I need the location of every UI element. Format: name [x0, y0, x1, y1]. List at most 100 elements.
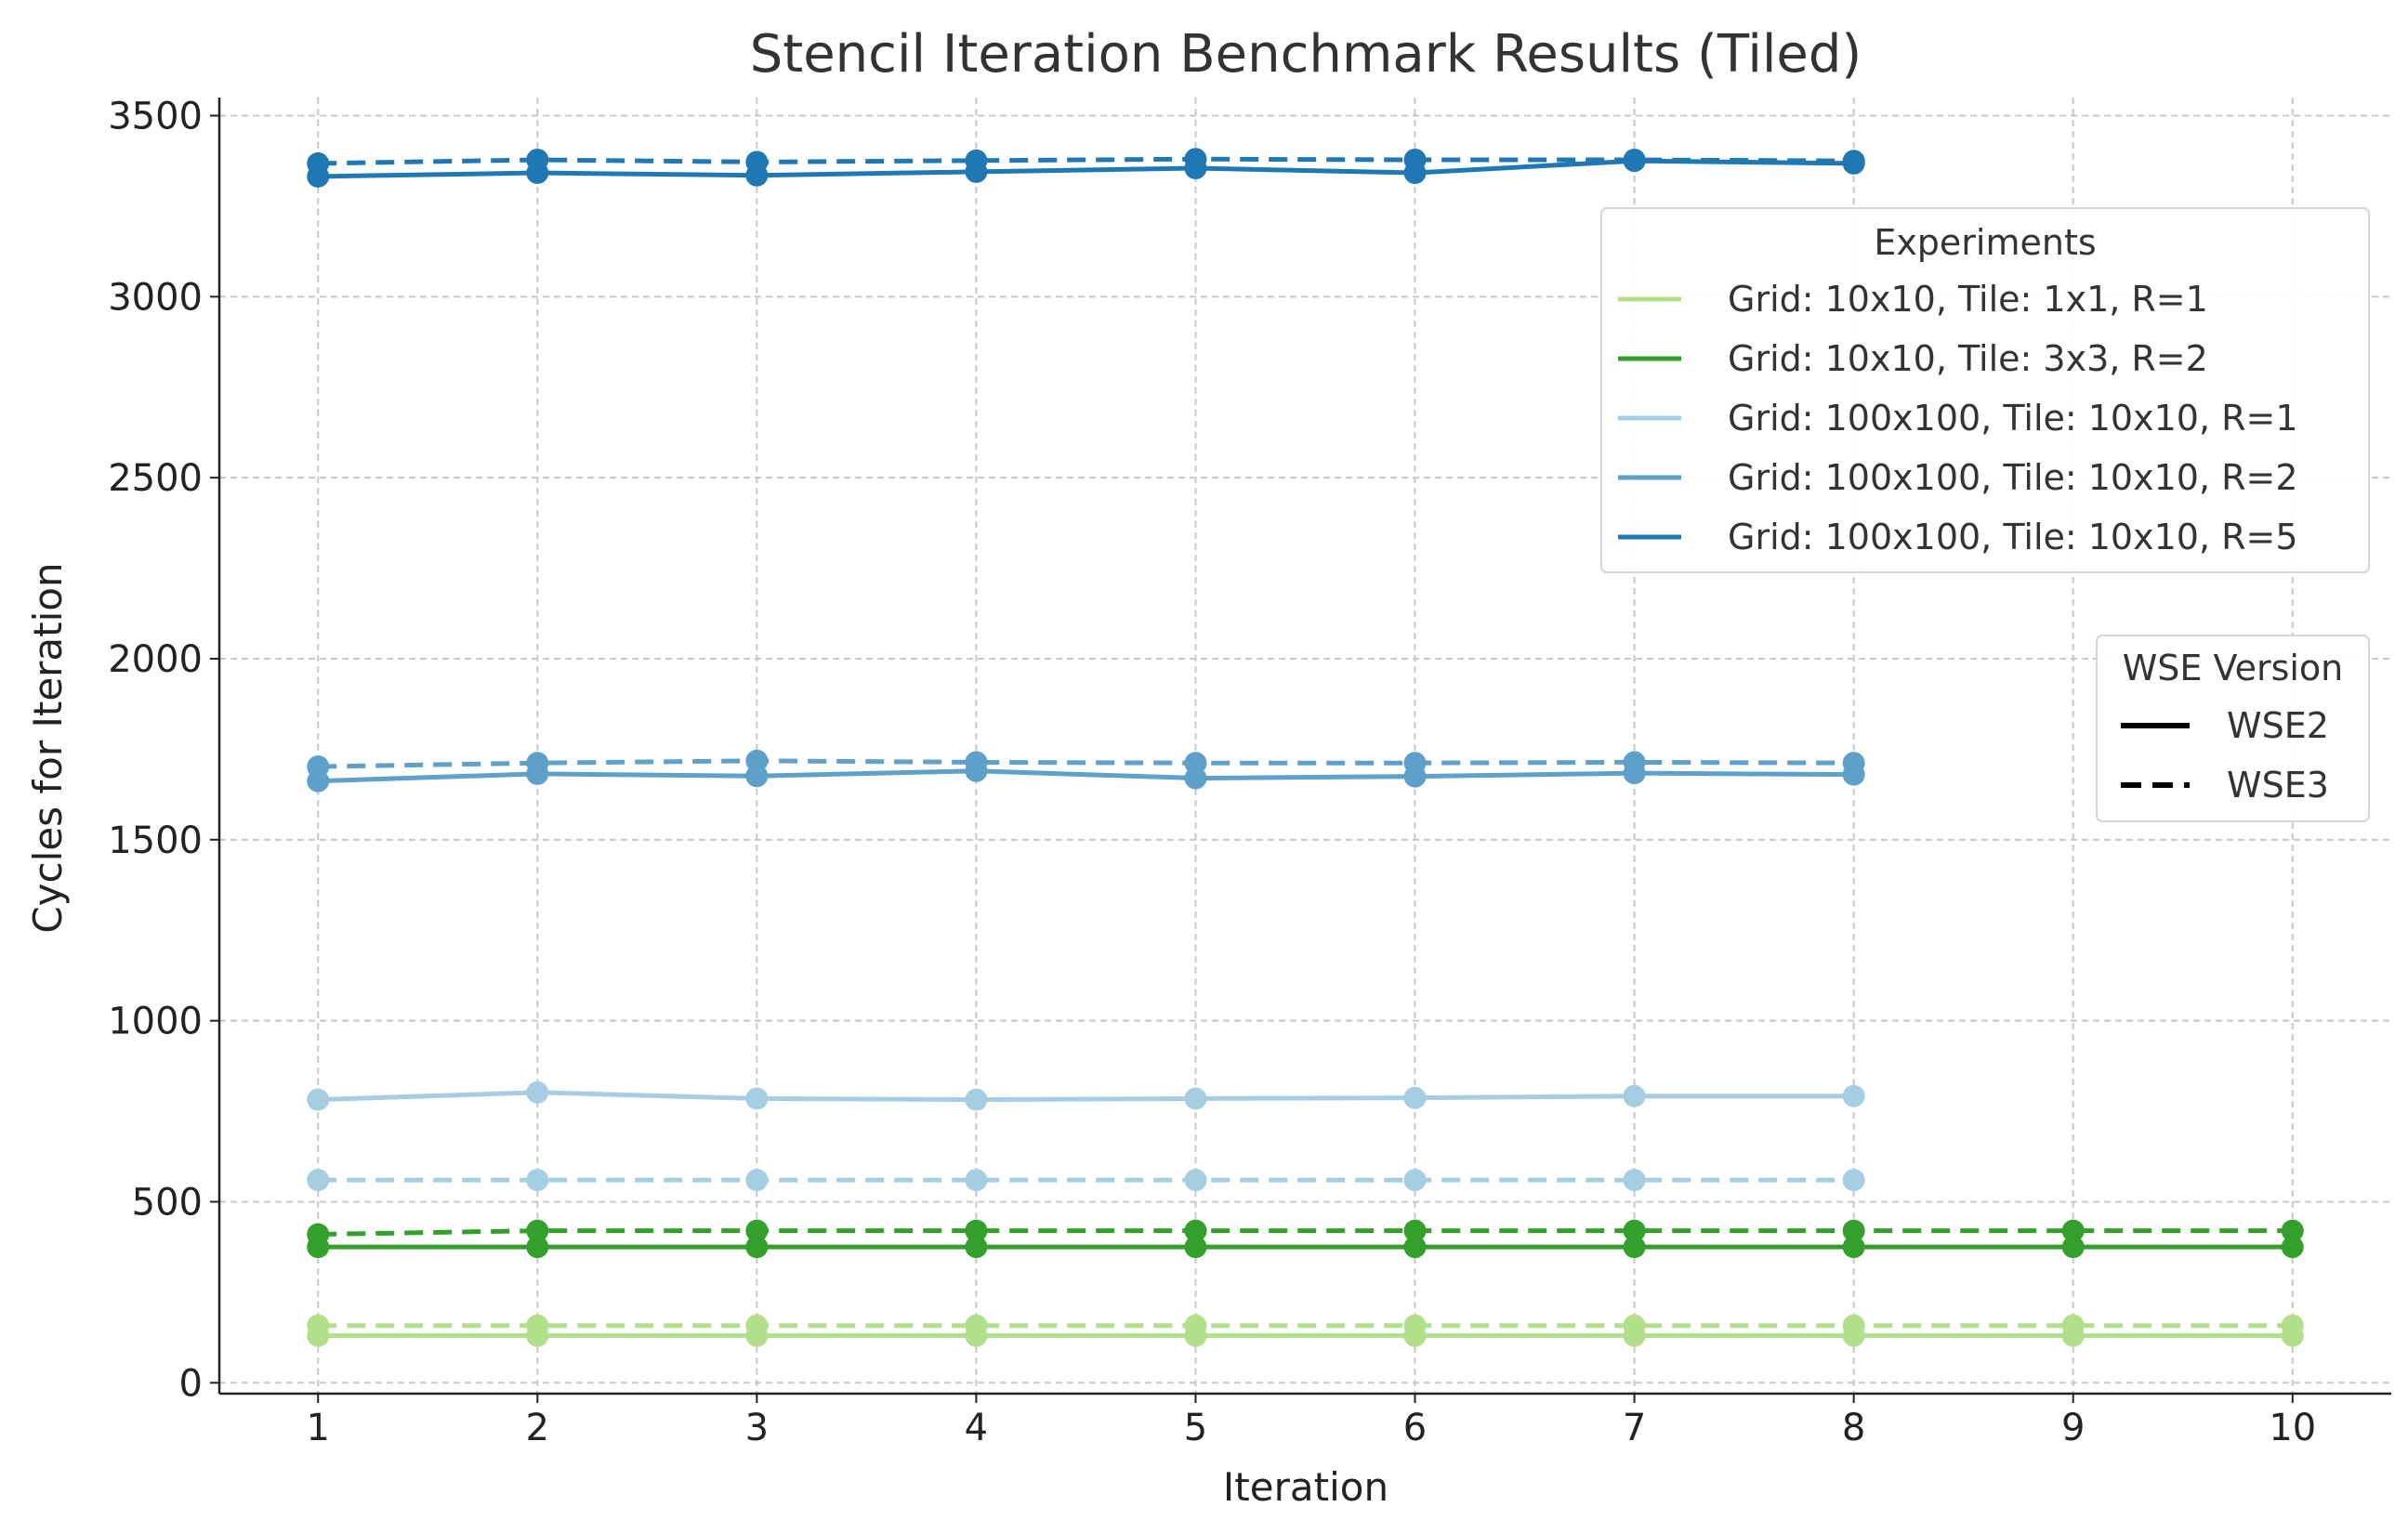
- series-line-group: [307, 148, 1865, 175]
- data-point: [2061, 1219, 2085, 1242]
- data-point: [1403, 1169, 1427, 1192]
- data-point: [2281, 1314, 2304, 1337]
- data-point: [965, 1219, 988, 1242]
- x-tick-label: 2: [526, 1407, 549, 1449]
- x-tick-label: 1: [307, 1407, 330, 1449]
- series-line: [318, 758, 1854, 769]
- legend-label: Grid: 100x100, Tile: 10x10, R=5: [1728, 517, 2298, 557]
- data-point: [1623, 1084, 1646, 1107]
- data-point: [1403, 752, 1427, 775]
- data-point: [1184, 1219, 1207, 1242]
- data-point: [1623, 1236, 1646, 1259]
- data-point: [1184, 148, 1207, 171]
- data-point: [745, 1314, 769, 1337]
- data-point: [526, 1219, 549, 1242]
- y-tick-label: 0: [179, 1362, 203, 1405]
- data-point: [1623, 1314, 1646, 1337]
- series-line: [318, 1090, 1854, 1103]
- x-tick-label: 9: [2061, 1407, 2085, 1449]
- x-tick-label: 5: [1184, 1407, 1207, 1449]
- legend-label: WSE3: [2227, 765, 2329, 806]
- data-point: [307, 1223, 330, 1246]
- legend-label: Grid: 100x100, Tile: 10x10, R=2: [1728, 457, 2298, 498]
- data-point: [2281, 1236, 2304, 1259]
- y-axis-label: Cycles for Iteration: [25, 562, 71, 933]
- data-point: [1842, 1314, 1865, 1337]
- data-point: [1842, 1219, 1865, 1242]
- y-tick-label: 3000: [108, 276, 203, 319]
- series-line-group: [307, 1314, 2304, 1337]
- legend-title: WSE Version: [2123, 648, 2344, 688]
- y-tick-label: 1000: [108, 1001, 203, 1043]
- legend-label: Grid: 10x10, Tile: 3x3, R=2: [1728, 338, 2208, 379]
- data-point: [745, 1087, 769, 1110]
- data-point: [2281, 1219, 2304, 1242]
- data-point: [965, 1088, 988, 1111]
- x-tick-label: 6: [1403, 1407, 1427, 1449]
- data-point: [1623, 1169, 1646, 1192]
- legend-title: Experiments: [1874, 222, 2096, 263]
- data-point: [1403, 1086, 1427, 1109]
- data-point: [745, 151, 769, 174]
- data-point: [1842, 1084, 1865, 1107]
- series-line: [318, 158, 1854, 179]
- x-tick-label: 8: [1842, 1407, 1865, 1449]
- data-point: [307, 151, 330, 175]
- data-point: [1842, 150, 1865, 173]
- data-point: [745, 1236, 769, 1259]
- series: [307, 148, 2304, 1347]
- data-point: [526, 1169, 549, 1192]
- x-tick-label: 10: [2269, 1407, 2316, 1449]
- data-point: [1184, 1314, 1207, 1337]
- data-point: [965, 149, 988, 172]
- axes: [217, 98, 2391, 1395]
- legend-wse-version: WSE Version WSE2 WSE3: [2096, 635, 2370, 822]
- data-point: [1842, 752, 1865, 775]
- data-point: [526, 1081, 549, 1104]
- data-point: [1623, 149, 1646, 172]
- series-line-group: [307, 1169, 1865, 1192]
- x-tick-label: 4: [965, 1407, 988, 1449]
- x-tick-label: 7: [1623, 1407, 1646, 1449]
- data-point: [1403, 1219, 1427, 1242]
- data-point: [2061, 1314, 2085, 1337]
- series-line-group: [307, 1324, 2304, 1347]
- series-line-group: [307, 1236, 2304, 1259]
- series-line-group: [307, 1081, 1865, 1111]
- legend-label: WSE2: [2227, 705, 2329, 746]
- series-line-group: [307, 1219, 2304, 1246]
- legend-frame: [1600, 207, 2370, 573]
- data-point: [1184, 1236, 1207, 1259]
- ticks: 1 2 3 4 5 6 7 8 9 10 0 500 1000 1500 2000 2500 3000 3500: [108, 95, 2316, 1449]
- data-point: [1623, 751, 1646, 774]
- data-point: [745, 1219, 769, 1242]
- x-axis-label: Iteration: [1223, 1464, 1388, 1510]
- x-tick-label: 3: [745, 1407, 769, 1449]
- series-line-group: [307, 749, 1865, 779]
- data-point: [1184, 1087, 1207, 1110]
- data-point: [1184, 1169, 1207, 1192]
- series-line: [318, 1228, 2293, 1238]
- data-point: [965, 751, 988, 774]
- data-point: [965, 1236, 988, 1259]
- data-point: [745, 1169, 769, 1192]
- data-point: [526, 1236, 549, 1259]
- data-point: [307, 1088, 330, 1111]
- y-tick-label: 1500: [108, 819, 203, 862]
- legend-frame: [2096, 635, 2370, 822]
- legend-label: Grid: 100x100, Tile: 10x10, R=1: [1728, 398, 2298, 439]
- legend-label: Grid: 10x10, Tile: 1x1, R=1: [1728, 279, 2208, 320]
- data-point: [1842, 1236, 1865, 1259]
- series-line: [318, 768, 1854, 784]
- data-point: [965, 1169, 988, 1192]
- y-tick-label: 3500: [108, 95, 203, 138]
- data-point: [1842, 1169, 1865, 1192]
- legend-experiments: Experiments Grid: 10x10, Tile: 1x1, R=1 Gr…: [1600, 207, 2370, 573]
- data-point: [1403, 1236, 1427, 1259]
- series-line: [318, 156, 1854, 166]
- data-point: [1184, 752, 1207, 775]
- data-point: [745, 749, 769, 772]
- data-point: [1403, 149, 1427, 172]
- chart-title: Stencil Iteration Benchmark Results (Til…: [750, 24, 1862, 85]
- data-point: [307, 1169, 330, 1192]
